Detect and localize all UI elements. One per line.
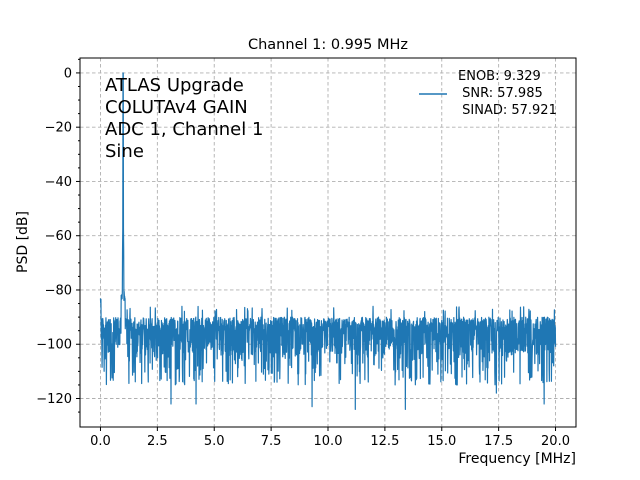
legend-line-3: SINAD: 57.921: [458, 103, 557, 118]
x-tick-label: 2.5: [147, 434, 168, 449]
x-tick-label: 7.5: [261, 434, 282, 449]
legend: ENOB: 9.329 SNR: 57.985 SINAD: 57.921: [419, 69, 557, 118]
y-tick-label: −80: [45, 283, 72, 298]
y-tick-label: −60: [45, 229, 72, 244]
y-tick-label: −20: [45, 121, 72, 136]
chart-title: Channel 1: 0.995 MHz: [248, 37, 408, 53]
psd-series-line: [99, 72, 557, 410]
annotation-line-1: ATLAS Upgrade: [105, 75, 244, 96]
x-tick-label: 0.0: [90, 434, 111, 449]
x-tick-label: 15.0: [427, 434, 456, 449]
ticks: 0.0 2.5 5.0 7.5 10.0 12.5 15.0 17.5 20.0 0 −20 −40 −…: [36, 58, 570, 449]
x-axis-label: Frequency [MHz]: [458, 451, 576, 467]
series-layer: [99, 72, 557, 410]
annotation-line-2: COLUTAv4 GAIN: [105, 97, 248, 118]
x-tick-label: 12.5: [370, 434, 399, 449]
annotation-line-4: Sine: [105, 141, 144, 162]
y-tick-label: −100: [36, 338, 72, 353]
annotation: ATLAS Upgrade COLUTAv4 GAIN ADC 1, Chann…: [105, 75, 263, 162]
y-tick-label: −120: [36, 392, 72, 407]
x-tick-label: 17.5: [484, 434, 513, 449]
x-tick-label: 10.0: [314, 434, 343, 449]
x-tick-label: 5.0: [204, 434, 225, 449]
legend-line-2: SNR: 57.985: [458, 86, 543, 101]
x-tick-label: 20.0: [541, 434, 570, 449]
y-axis-label: PSD [dB]: [15, 211, 31, 273]
legend-line-1: ENOB: 9.329: [458, 69, 541, 84]
annotation-line-3: ADC 1, Channel 1: [105, 119, 263, 140]
y-tick-label: 0: [64, 66, 72, 81]
y-tick-label: −40: [45, 175, 72, 190]
